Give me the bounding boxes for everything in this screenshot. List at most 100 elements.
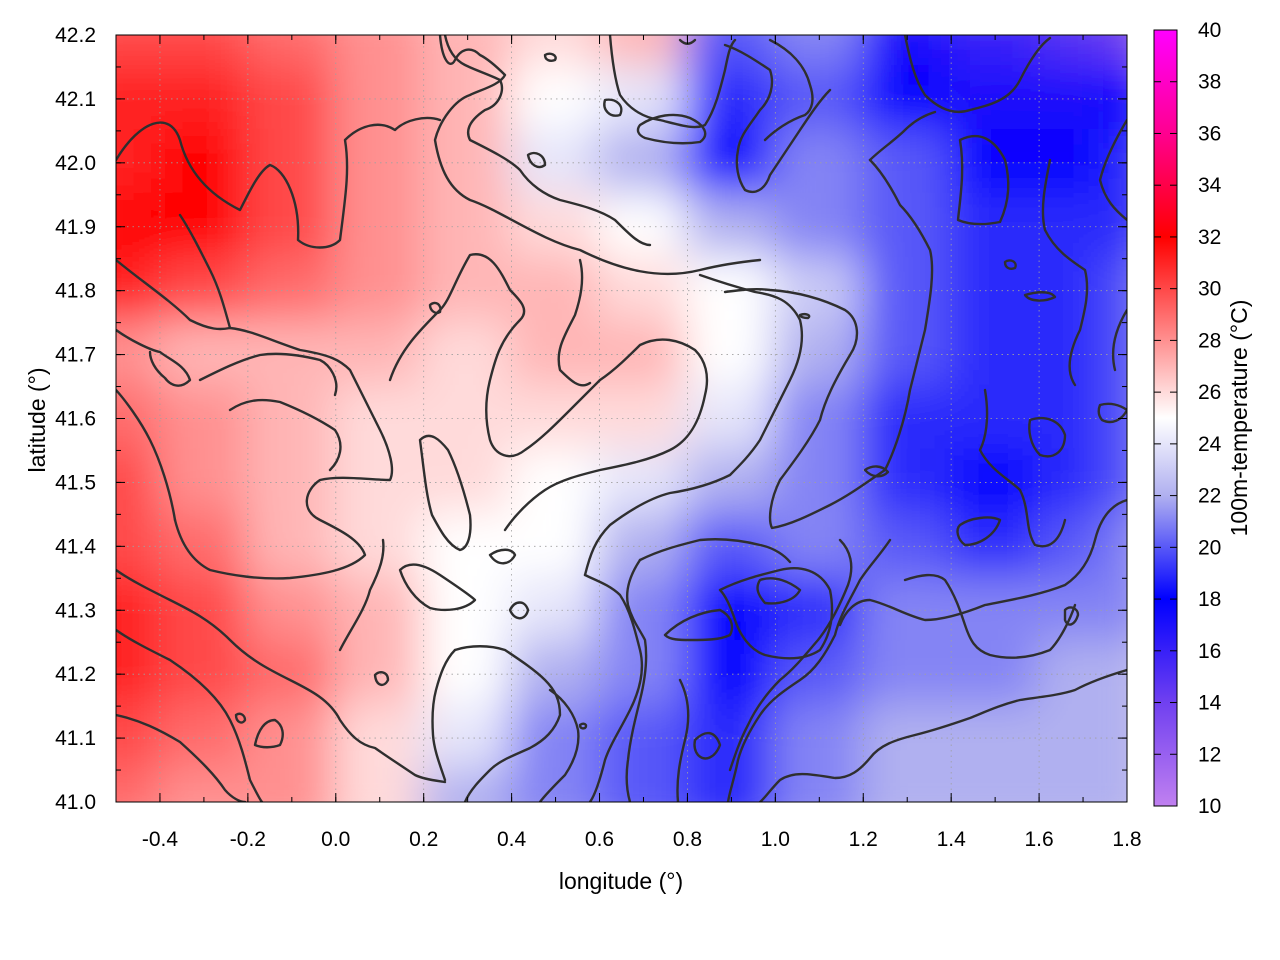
x-tick-label: 1.6 [1024, 828, 1053, 851]
heatmap-cell [245, 384, 338, 453]
colorbar-tick-label: 18 [1198, 588, 1221, 611]
contour-line [388, 253, 602, 458]
contour-line [956, 516, 1002, 547]
y-tick-label: 42.2 [55, 24, 96, 47]
heatmap-cell [861, 576, 954, 645]
y-tick-label: 41.9 [55, 216, 96, 239]
y-axis: 41.0 41.1 41.2 41.3 41.4 41.5 41.6 41.7 41.8 41.9… [55, 24, 1127, 814]
heatmap-cell [1103, 704, 1127, 773]
colorbar-tick-label: 28 [1198, 329, 1221, 352]
heatmap-cell [861, 192, 954, 261]
heatmap-cell [421, 192, 514, 261]
heatmap-cell [685, 384, 778, 453]
heatmap-cell [1103, 35, 1127, 69]
heatmap-cell [597, 192, 690, 261]
heatmap-cell [509, 320, 602, 389]
heatmap-cell [949, 192, 1042, 261]
heatmap-cell [949, 448, 1042, 517]
heatmap-cell [1103, 320, 1127, 389]
y-tick-label: 42.0 [55, 152, 96, 175]
contour-line [868, 110, 937, 162]
heatmap-cell [157, 576, 250, 645]
contour-line [398, 563, 477, 612]
heatmap-cell [861, 64, 954, 133]
contour-line [956, 134, 1010, 226]
heatmap-cell [333, 384, 426, 453]
x-tick-label: 1.0 [761, 828, 790, 851]
heatmap-cell [1103, 384, 1127, 453]
colorbar-tick-label: 10 [1198, 795, 1221, 818]
heatmap-cell [949, 384, 1042, 453]
colorbar-tick-label: 24 [1198, 433, 1222, 456]
contour-line [693, 731, 722, 760]
y-axis-title: latitude (°) [24, 367, 50, 472]
y-tick-label: 41.6 [55, 408, 96, 431]
heatmap-cell [245, 64, 338, 133]
colorbar-tick-label: 40 [1198, 19, 1221, 42]
contour-line [868, 158, 934, 472]
heatmap-cell [861, 448, 954, 517]
heatmap-cell [685, 640, 778, 709]
y-tick-label: 41.8 [55, 280, 96, 303]
heatmap-cell [333, 320, 426, 389]
y-tick-label: 41.0 [55, 791, 96, 814]
heatmap-cell [597, 704, 690, 773]
heatmap-cell [157, 192, 250, 261]
contour-line [253, 718, 284, 749]
colorbar-frame [1153, 29, 1178, 807]
heatmap-cell [1037, 128, 1108, 197]
heatmap-cell [116, 35, 162, 69]
heatmap-cell [509, 704, 602, 773]
heatmap-cell [421, 384, 514, 453]
heatmap-cell [1037, 256, 1108, 325]
contour-line [1028, 416, 1067, 458]
heatmap-cell [333, 192, 426, 261]
heatmap-cell [245, 576, 338, 645]
heatmap-cell [245, 448, 338, 517]
colorbar-tick-label: 30 [1198, 278, 1221, 301]
colorbar-tick-label: 32 [1198, 226, 1221, 249]
heatmap-cell [861, 128, 954, 197]
heatmap-cell [116, 768, 162, 802]
heatmap-cell [509, 384, 602, 453]
x-tick-label: 0.8 [673, 828, 702, 851]
contour-line [1063, 606, 1080, 626]
contour-line [116, 328, 192, 387]
contour-line [638, 538, 792, 564]
contour-line [1023, 291, 1057, 302]
heatmap-cell [245, 192, 338, 261]
colorbar-tick-label: 16 [1198, 640, 1221, 663]
contour-line [625, 558, 648, 802]
heatmap-cell [421, 35, 514, 69]
x-tick-label: 0.2 [409, 828, 438, 851]
heatmap-cell [597, 256, 690, 325]
colorbar-tick-label: 12 [1198, 743, 1221, 766]
contour-line [608, 35, 737, 129]
contour-line [373, 671, 390, 687]
heatmap-cell [773, 128, 866, 197]
contour-line [578, 722, 588, 730]
heatmap-cell [421, 704, 514, 773]
heatmap-cell [1037, 704, 1108, 773]
heatmap-cell [861, 640, 954, 709]
y-tick-label: 42.1 [55, 88, 96, 111]
contour-line [1098, 118, 1127, 222]
colorbar-tick-label: 14 [1198, 692, 1222, 715]
contour-line [508, 601, 530, 620]
heatmap-cell [1103, 64, 1127, 133]
heatmap-cell [1103, 576, 1127, 645]
contour-line [798, 313, 811, 320]
colorbar-tick-label: 34 [1198, 174, 1222, 197]
heatmap-cell [773, 704, 866, 773]
heatmap-cell [333, 704, 426, 773]
heatmap-cell [245, 704, 338, 773]
heatmap-cell [685, 64, 778, 133]
heatmap-cell [1037, 192, 1108, 261]
heatmap-cell [949, 320, 1042, 389]
contour-line [676, 678, 690, 802]
heatmap-cell [597, 576, 690, 645]
colorbar-tick-label: 20 [1198, 536, 1221, 559]
heatmap-cell [685, 320, 778, 389]
contour-line [758, 668, 1127, 802]
heatmap-cell [1103, 256, 1127, 325]
